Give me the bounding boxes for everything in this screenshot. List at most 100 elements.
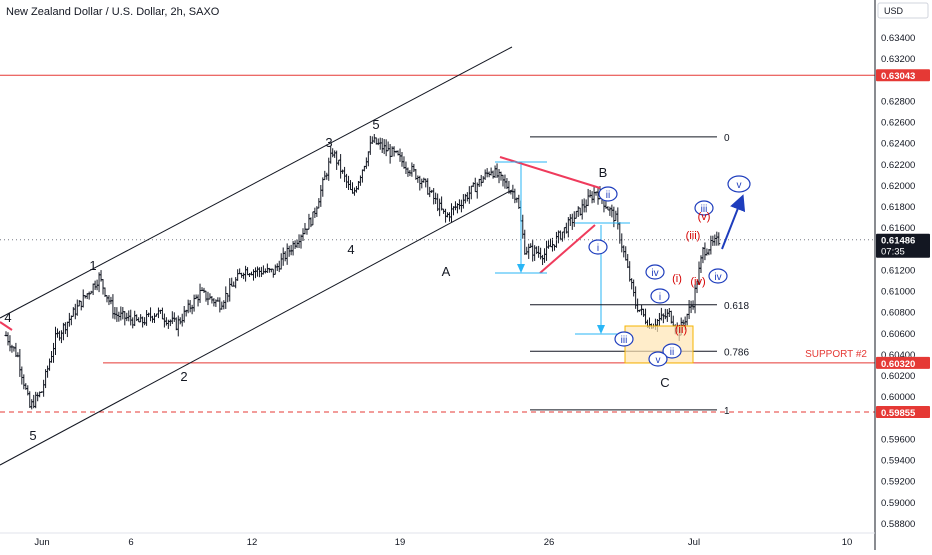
price-tick-label: 0.62600 xyxy=(881,118,915,129)
price-bar xyxy=(552,244,556,251)
price-bar xyxy=(228,278,232,302)
price-bar xyxy=(337,159,341,166)
channel-lower xyxy=(0,189,513,466)
price-bar xyxy=(34,391,38,409)
wedge-line xyxy=(0,321,13,331)
price-bar xyxy=(444,208,448,223)
price-bar xyxy=(141,316,145,328)
price-bar xyxy=(517,194,521,209)
price-bar xyxy=(549,238,552,248)
price-bar xyxy=(537,245,541,258)
price-bar xyxy=(65,321,69,338)
price-bar xyxy=(259,266,263,277)
price-bar xyxy=(63,322,67,335)
price-bar xyxy=(618,222,622,244)
price-bar xyxy=(713,234,717,246)
price-bar xyxy=(351,182,354,194)
price-bar xyxy=(333,150,337,158)
price-bar xyxy=(531,239,535,262)
channel-upper xyxy=(0,46,513,319)
price-bar xyxy=(303,222,307,235)
wave-circle-label: iv xyxy=(645,264,665,280)
price-bar xyxy=(218,297,222,313)
price-bar xyxy=(608,206,612,216)
price-bar xyxy=(71,307,75,317)
support-label: SUPPORT #2 xyxy=(805,349,867,360)
price-bar xyxy=(143,317,147,326)
price-bar xyxy=(499,171,503,181)
price-tick-label: 0.59400 xyxy=(881,456,915,467)
price-bar xyxy=(541,254,545,266)
price-bar xyxy=(111,294,115,319)
price-bar xyxy=(642,308,646,317)
price-tick-label: 0.60200 xyxy=(881,371,915,382)
price-bar xyxy=(477,178,481,188)
price-bar xyxy=(238,268,242,275)
price-bar xyxy=(54,326,57,355)
price-tick-label: 0.61600 xyxy=(881,223,915,234)
price-bar xyxy=(6,332,10,346)
price-bar xyxy=(75,299,79,316)
price-bar xyxy=(543,248,547,263)
price-bar xyxy=(107,295,111,306)
price-bar xyxy=(580,199,584,220)
price-bar xyxy=(661,313,665,324)
price-bar xyxy=(364,157,368,169)
price-bar xyxy=(137,317,141,323)
price-bar xyxy=(246,267,250,276)
price-bar xyxy=(701,247,705,264)
price-bar xyxy=(711,235,715,246)
svg-text:0.60320: 0.60320 xyxy=(881,359,915,370)
price-bar xyxy=(149,307,153,322)
price-bar xyxy=(293,240,297,249)
price-bar xyxy=(153,313,156,323)
wave-circle-label: ii xyxy=(598,186,618,202)
price-bar xyxy=(434,192,438,205)
wave-label: 4 xyxy=(347,242,354,257)
price-bar xyxy=(545,240,549,261)
price-bar xyxy=(147,312,151,318)
price-bar xyxy=(121,307,125,320)
price-bar xyxy=(659,307,663,321)
price-bar xyxy=(479,174,483,187)
projection-arrow xyxy=(721,194,746,250)
price-bar xyxy=(145,310,149,326)
price-bar xyxy=(663,308,667,320)
price-tag: 0.59855 xyxy=(876,406,930,419)
price-bar xyxy=(16,352,20,358)
price-bar xyxy=(432,188,436,205)
price-bar xyxy=(501,174,505,187)
price-bar xyxy=(412,163,416,173)
price-bar xyxy=(279,253,283,270)
chart-title: New Zealand Dollar / U.S. Dollar, 2h, SA… xyxy=(6,6,220,18)
price-bar xyxy=(400,151,404,167)
price-bar xyxy=(483,169,487,180)
wave-circle-label: iii xyxy=(694,200,714,216)
price-bar xyxy=(242,272,246,280)
price-bar xyxy=(717,232,721,246)
price-bar xyxy=(450,203,453,223)
price-bar xyxy=(370,136,374,145)
price-bar xyxy=(352,187,356,196)
wave-label-red: (iii) xyxy=(686,230,701,242)
svg-text:iv: iv xyxy=(714,272,721,283)
price-bar xyxy=(46,365,50,378)
price-bar xyxy=(485,168,489,178)
price-bar xyxy=(422,177,426,183)
price-bar xyxy=(616,207,620,230)
price-bar xyxy=(424,178,428,188)
wave-label: C xyxy=(660,375,669,390)
price-bar xyxy=(178,317,182,325)
wave-circle-label: i xyxy=(588,239,608,255)
svg-text:ii: ii xyxy=(606,190,610,201)
price-bar xyxy=(162,313,166,328)
price-bar xyxy=(440,196,444,211)
svg-text:iv: iv xyxy=(651,268,658,279)
price-bar xyxy=(14,342,18,358)
price-bar xyxy=(614,210,618,222)
price-bar xyxy=(206,291,210,306)
wave-circle-label: iii xyxy=(614,331,634,347)
